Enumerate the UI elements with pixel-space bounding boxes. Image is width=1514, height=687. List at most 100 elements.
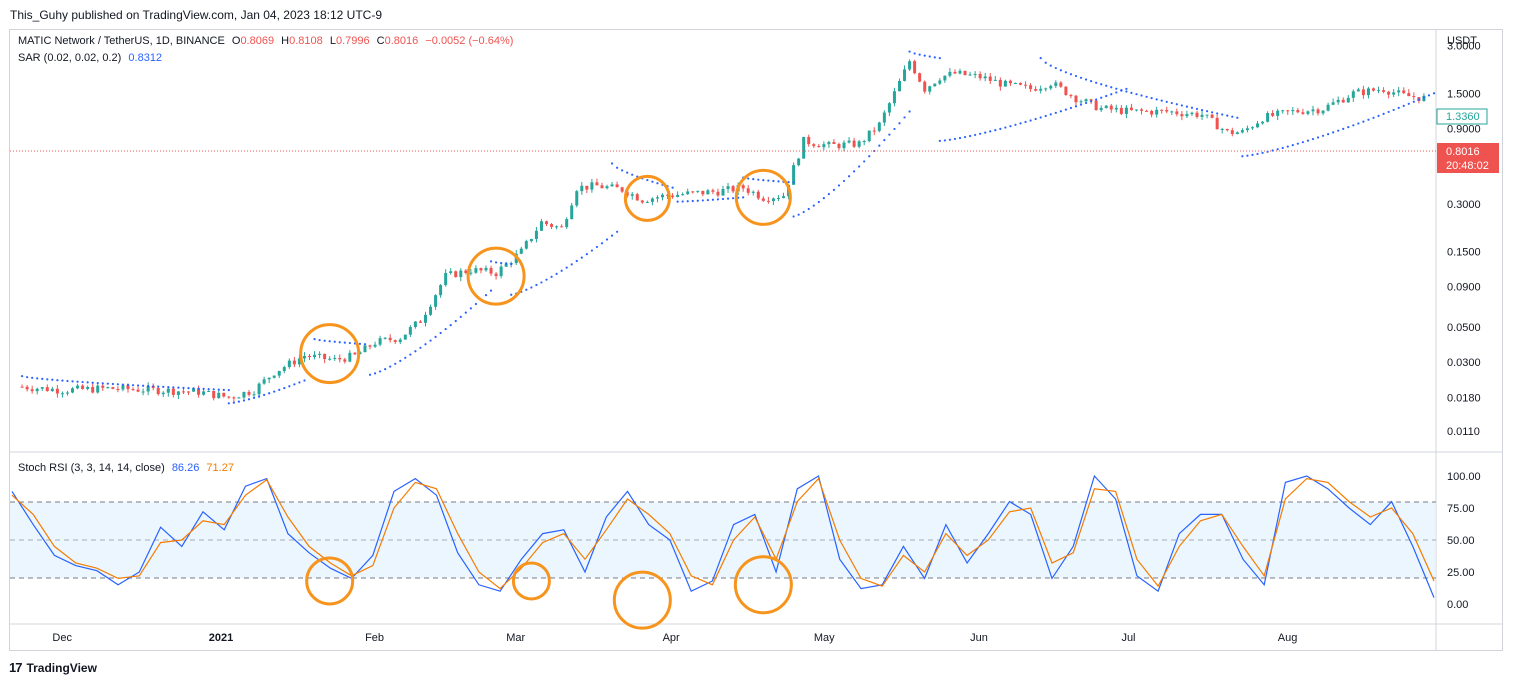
candle-body [76,385,80,389]
sar-dot [1024,120,1027,124]
candle-body [1129,107,1133,111]
candle-body [746,188,750,193]
candle-body [1346,97,1350,103]
sar-dot [142,384,145,387]
footer-brand[interactable]: 17 TradingView [9,660,97,675]
sar-dot [1034,117,1037,121]
sar-dot [1352,124,1355,127]
candle-body [1215,117,1219,130]
sar-dot [157,385,160,388]
sar-dot [1084,78,1088,81]
candle-body [40,387,44,389]
sar-dot [621,169,624,172]
sar-dot [1090,80,1093,83]
sar-dot [726,197,730,200]
stoch-tick-label: 50.00 [1447,535,1475,547]
candle-body [565,219,569,228]
time-tick-label: Aug [1278,632,1298,644]
candle-body [469,272,473,274]
sar-dot [1347,126,1350,129]
sar-dot [908,50,911,53]
sar-dot [1412,100,1415,103]
sar-dot [247,398,251,401]
candle-body [701,190,705,195]
sar-dot [827,192,830,196]
sar-dot [1402,104,1405,107]
candle-body [1019,82,1023,85]
candle-body [1003,80,1007,87]
candle-body [277,370,281,376]
candle-body [96,385,100,393]
candle-body [1069,95,1073,97]
sar-dot [696,199,699,202]
sar-dot [1281,146,1284,150]
sar-dot [1392,108,1395,112]
sar-dot [580,256,583,259]
candle-body [343,359,347,362]
candle-body [903,69,907,81]
sar-dot [716,198,720,201]
sar-dot [570,263,573,266]
sar-dot [182,386,185,389]
candle-body [318,353,322,355]
sar-dot [121,383,125,386]
chart-frame [9,29,1503,651]
sar-dot [318,339,321,342]
candle-body [333,357,337,359]
sar-dot [565,266,568,269]
sar-dot [1221,113,1224,116]
candle-body [50,388,54,392]
sar-dot [1095,98,1098,101]
candle-body [948,71,952,76]
candle-body [645,201,649,203]
sar-label[interactable]: SAR (0.02, 0.02, 0.2) [18,52,122,64]
high-key: H [281,35,290,47]
candle-body [1185,114,1189,117]
sar-dot [1367,118,1370,121]
candle-body [817,146,821,148]
candle-body [1392,92,1396,95]
candle-body [862,141,866,143]
stoch-legend: Stoch RSI (3, 3, 14, 14, close) 86.26 71… [18,462,238,474]
candle-body [489,267,493,274]
sar-dot [1407,102,1410,105]
sar-dot [1105,84,1108,87]
sar-dot [1120,89,1123,92]
candle-body [1351,91,1355,98]
sar-dot [1362,120,1365,123]
sar-dot [429,339,432,342]
candle-body [666,194,670,196]
candle-body [323,353,327,360]
candle-body [504,263,508,267]
sar-dot [1069,106,1073,110]
sar-dot [439,331,442,335]
sar-dot [989,130,992,133]
highlight-circle [612,570,672,630]
sar-dot [1417,98,1420,101]
candle-body [1301,112,1305,114]
candle-body [227,396,231,398]
symbol-label[interactable]: MATIC Network / TetherUS, 1D, BINANCE [18,35,225,47]
candle-body [1180,114,1184,117]
sar-dot [167,385,170,389]
sar-dot [207,388,210,391]
sar-dot [1009,125,1012,128]
candle-body [403,334,407,340]
close-key: C [376,35,385,47]
sar-dot [1100,83,1103,86]
candle-body [640,200,644,203]
candle-body [35,388,39,392]
sar-dot [313,337,316,341]
candle-body [1150,110,1154,115]
sar-dot [1256,152,1259,156]
stoch-label[interactable]: Stoch RSI (3, 3, 14, 14, close) [18,462,165,474]
sar-dot [1074,105,1078,108]
candle-body [766,200,770,202]
candle-body [408,327,412,335]
candle-body [383,337,387,339]
sar-dot [560,269,563,272]
candle-body [1382,90,1386,92]
candle-body [575,191,579,206]
candle-body [141,391,145,393]
